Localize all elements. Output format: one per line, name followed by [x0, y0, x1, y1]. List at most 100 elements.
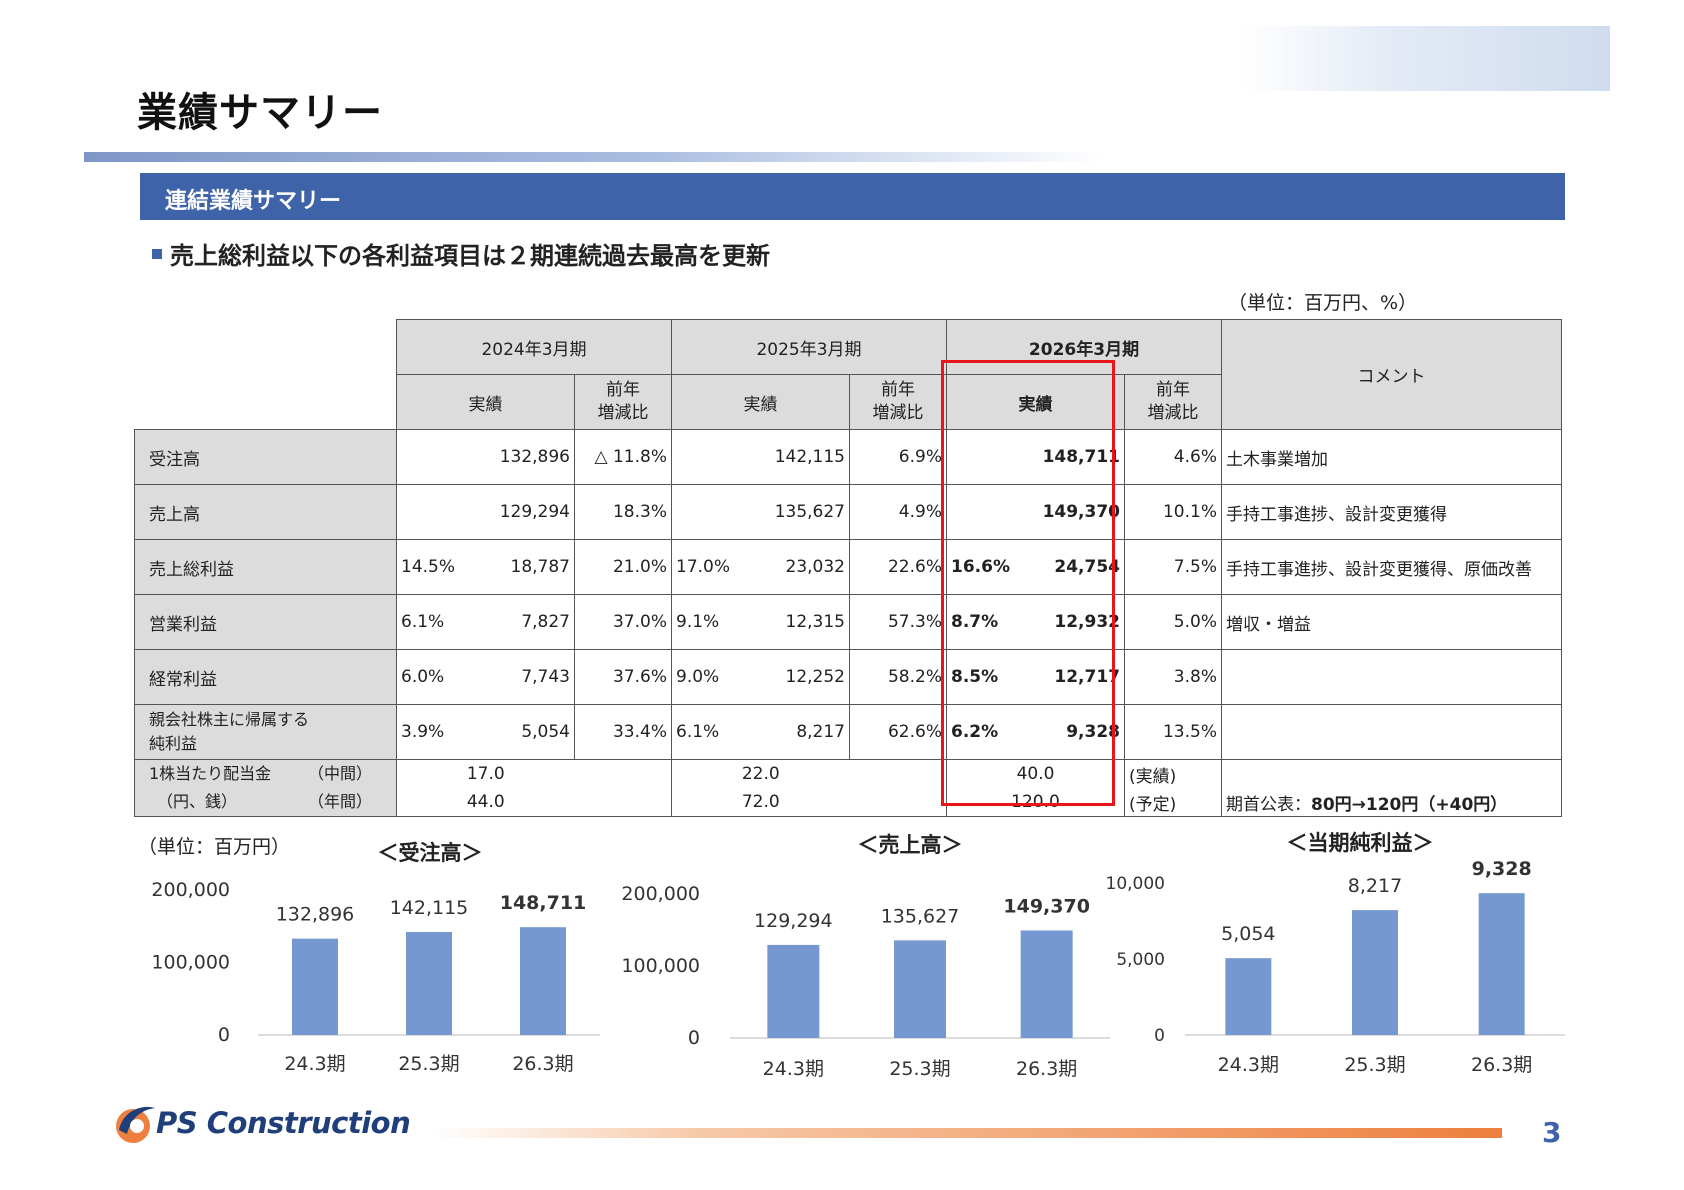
bar-25.3期 [1352, 910, 1398, 1035]
dividend-comment: 期首公表：80円→120円（+40円） [1221, 788, 1562, 817]
chart-title: ＜売上高＞ [858, 833, 963, 857]
value-cell: 142,115 [759, 429, 850, 485]
margin-cell [671, 484, 760, 540]
data-label: 148,711 [500, 892, 587, 914]
yoy-cell: △ 11.8% [574, 429, 672, 485]
category-label: 24.3期 [1218, 1054, 1279, 1076]
period-header-2026: 2026年3月期 [946, 319, 1222, 375]
data-label: 5,054 [1221, 923, 1275, 945]
section-bar [140, 173, 1565, 220]
category-label: 24.3期 [284, 1053, 345, 1075]
table-header-row: 2024年3月期 2025年3月期 2026年3月期 コメント [134, 319, 1562, 430]
yoy-cell: 21.0% [574, 539, 672, 595]
title-underline [84, 152, 1104, 162]
margin-cell [946, 484, 1035, 540]
y-tick-label: 100,000 [151, 952, 230, 974]
yoy-cell: 10.1% [1124, 484, 1222, 540]
margin-cell [396, 429, 485, 485]
value-cell: 18,787 [484, 539, 575, 595]
margin-cell: 6.1% [671, 704, 760, 760]
row-label: 親会社株主に帰属する 純利益 [134, 704, 397, 760]
table-row-net-income: 親会社株主に帰属する 純利益 3.9% 5,054 33.4% 6.1% 8,21… [134, 704, 1562, 760]
value-cell: 5,054 [484, 704, 575, 760]
value-cell: 135,627 [759, 484, 850, 540]
value-cell: 7,743 [484, 649, 575, 705]
dividend-note: (予定) [1124, 788, 1222, 817]
bar-25.3期 [894, 940, 946, 1038]
sales-chart: ＜売上高＞ 0 100,000 200,000 129,294 24.3期 135,627 2… [621, 833, 1110, 1080]
subheader-actual: 実績 [946, 374, 1125, 430]
value-cell: 12,932 [1034, 594, 1125, 650]
margin-cell: 14.5% [396, 539, 485, 595]
header-decoration [1240, 26, 1610, 91]
unit-label: （単位：百万円、%） [1228, 292, 1418, 314]
bar-24.3期 [292, 938, 338, 1035]
yoy-cell: 37.6% [574, 649, 672, 705]
yoy-cell: 33.4% [574, 704, 672, 760]
y-tick-label: 0 [218, 1024, 230, 1046]
data-label: 142,115 [390, 897, 469, 919]
margin-cell: 6.1% [396, 594, 485, 650]
value-cell: 12,717 [1034, 649, 1125, 705]
margin-cell: 8.5% [946, 649, 1035, 705]
comment-cell [1221, 704, 1562, 760]
yoy-cell: 4.9% [849, 484, 947, 540]
data-label: 9,328 [1472, 858, 1532, 880]
margin-cell [396, 484, 485, 540]
category-label: 25.3期 [1344, 1054, 1405, 1076]
value-cell: 132,896 [484, 429, 575, 485]
yoy-cell: 4.6% [1124, 429, 1222, 485]
value-cell: 23,032 [759, 539, 850, 595]
logo-mark-icon [116, 1106, 155, 1143]
net-income-chart: ＜当期純利益＞ 0 5,000 10,000 5,054 24.3期 8,217 25.3期 9… [1106, 831, 1565, 1076]
value-cell: 9,328 [1034, 704, 1125, 760]
dividend-cell: 22.0 [671, 759, 850, 788]
headline: 売上総利益以下の各利益項目は２期連続過去最高を更新 [152, 236, 770, 271]
table-subheader-row: 実績 前年 増減比 実績 前年 増減比 実績 前年 増減比 [135, 374, 1562, 430]
row-label: 売上高 [134, 484, 397, 540]
yoy-cell: 57.3% [849, 594, 947, 650]
table-row-dividend-annual: （円、銭） （年間） 44.0 72.0 120.0 (予定) 期首公表：80円→… [134, 788, 1562, 817]
empty-cell [574, 759, 672, 788]
footer-bar [430, 1128, 1502, 1138]
table-row: 経常利益 6.0% 7,743 37.6% 9.0% 12,252 58.2% 8.5% 12,… [134, 649, 1562, 705]
subheader-yoy: 前年 増減比 [1124, 374, 1222, 430]
subheader-actual: 実績 [396, 374, 575, 430]
company-logo [113, 1100, 157, 1150]
table-row: 売上高 129,294 18.3% 135,627 4.9% 149,370 10.1% 手持… [134, 484, 1562, 540]
y-tick-label: 5,000 [1116, 950, 1165, 970]
empty-cell [849, 759, 947, 788]
data-label: 135,627 [881, 905, 960, 927]
page-number: 3 [1542, 1116, 1562, 1149]
comment-cell: 増収・増益 [1221, 594, 1562, 650]
margin-cell: 3.9% [396, 704, 485, 760]
margin-cell: 17.0% [671, 539, 760, 595]
dividend-cell: 72.0 [671, 788, 850, 817]
category-label: 26.3期 [1471, 1054, 1532, 1076]
margin-cell: 16.6% [946, 539, 1035, 595]
row-label: 営業利益 [134, 594, 397, 650]
margin-cell: 9.1% [671, 594, 760, 650]
blank-corner [134, 319, 397, 430]
dividend-note: (実績) [1124, 759, 1222, 788]
headline-text: 売上総利益以下の各利益項目は２期連続過去最高を更新 [170, 242, 770, 270]
comment-cell: 手持工事進捗、設計変更獲得、原価改善 [1221, 539, 1562, 595]
subheader-yoy: 前年 増減比 [849, 374, 947, 430]
dividend-cell: 40.0 [946, 759, 1125, 788]
summary-table: 2024年3月期 2025年3月期 2026年3月期 コメント 実績 前年 増減比… [134, 319, 1562, 817]
bar-24.3期 [767, 944, 820, 1038]
data-label: 129,294 [754, 910, 833, 932]
chart-title: ＜当期純利益＞ [1287, 831, 1434, 855]
chart-unit-label: （単位：百万円） [138, 836, 291, 858]
value-cell: 7,827 [484, 594, 575, 650]
bar-25.3期 [406, 931, 452, 1035]
period-header-2024: 2024年3月期 [396, 319, 672, 375]
row-label: 売上総利益 [134, 539, 397, 595]
square-bullet-icon [152, 249, 162, 259]
value-cell: 12,252 [759, 649, 850, 705]
value-cell: 8,217 [759, 704, 850, 760]
empty-cell [849, 788, 947, 817]
y-tick-label: 100,000 [621, 955, 700, 977]
category-label: 25.3期 [889, 1058, 950, 1080]
data-label: 132,896 [276, 904, 355, 926]
